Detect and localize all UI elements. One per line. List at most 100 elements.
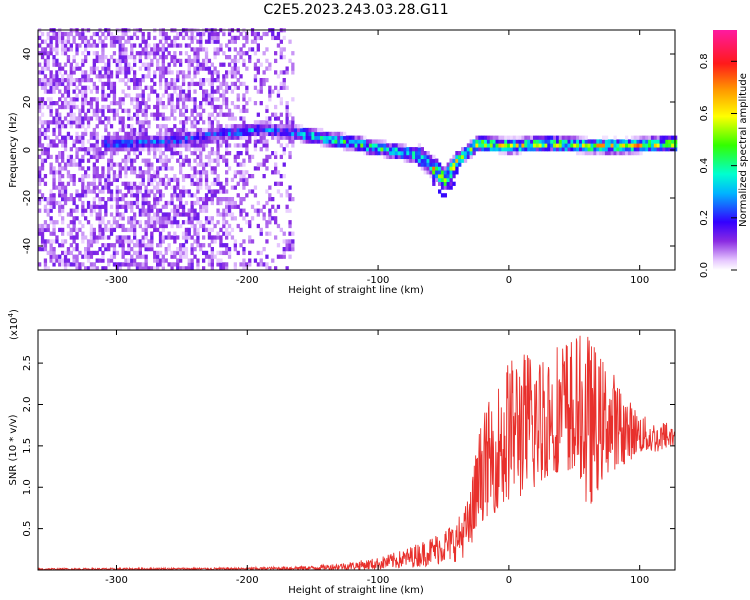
spectrogram-cell [86, 250, 91, 256]
spectrogram-cell [225, 70, 229, 75]
spectrogram-cell [268, 266, 272, 271]
spectrogram-cell [475, 135, 479, 140]
spectrogram-cell [84, 74, 88, 79]
spectrogram-cell [274, 35, 278, 41]
spectrogram-cell [227, 85, 232, 90]
spectrogram-cell [156, 139, 160, 144]
spectrogram-cell [343, 135, 347, 140]
spectrogram-cell [92, 97, 96, 102]
spectrogram-cell [144, 131, 148, 137]
spectrogram-cell [95, 97, 99, 102]
spectrogram-cell [219, 135, 223, 140]
spectrogram-cell [164, 70, 168, 75]
spectrogram-cell [133, 151, 137, 156]
spectrogram-cell [61, 43, 65, 48]
spectrogram-cell [216, 235, 220, 240]
spectrogram-cell [282, 81, 286, 87]
spectrogram-cell [121, 235, 125, 240]
spectrogram-cell [55, 62, 59, 67]
spectrogram-cell [199, 208, 203, 213]
spectrogram-cell [49, 208, 53, 213]
spectrogram-cell [135, 174, 140, 179]
spectrogram-cell [285, 193, 289, 198]
spectrogram-cell [69, 124, 73, 129]
spectrogram-cell [121, 193, 125, 198]
spectrogram-cell [518, 139, 522, 144]
spectrogram-cell [161, 235, 165, 240]
spectrogram-cell [184, 266, 189, 271]
spectrogram-cell [61, 208, 65, 213]
spectrogram-cell [121, 262, 125, 267]
spectrogram-cell [89, 243, 94, 248]
spectrogram-cell [107, 116, 111, 121]
spectrogram-cell [285, 104, 289, 110]
spectrogram-cell [161, 35, 165, 41]
spectrogram-cell [391, 143, 396, 148]
spectrogram-cell [619, 143, 623, 148]
spectrogram-cell [118, 66, 122, 71]
spectrogram-cell [599, 143, 603, 148]
spectrogram-cell [184, 51, 189, 56]
spectrogram-cell [233, 204, 237, 209]
spectrogram-cell [227, 151, 232, 156]
spectrogram-cell [55, 239, 59, 244]
spectrogram-cell [170, 108, 174, 113]
spectrogram-cell [196, 197, 200, 202]
spectrogram-cell [415, 154, 419, 160]
spectrogram-cell [124, 181, 128, 186]
spectrogram-cell [81, 239, 85, 244]
spectrogram-cell [92, 266, 96, 271]
spectrogram-cell [66, 112, 71, 117]
spectrogram-cell [81, 135, 85, 140]
spectrogram-cell [43, 131, 48, 137]
spectrogram-cell [276, 181, 281, 186]
spectrogram-cell [219, 250, 223, 256]
spectrogram-cell [61, 220, 65, 225]
spectrogram-cell [133, 193, 137, 198]
spectrogram-cell [199, 47, 203, 52]
spectrogram-cell [86, 254, 91, 259]
spectrogram-cell [412, 154, 416, 160]
spectrogram-cell [150, 143, 154, 148]
spectrogram-cell [63, 39, 68, 44]
spectrogram-cell [320, 127, 324, 133]
spectrogram-cell [507, 143, 511, 148]
spectrogram-cell [89, 104, 94, 110]
spectrogram-cell [193, 231, 197, 236]
spectrogram-cell [112, 220, 117, 225]
spectrogram-cell [156, 135, 160, 140]
spectrogram-cell [179, 170, 183, 175]
spectrogram-cell [581, 151, 586, 156]
spectrogram-cell [360, 135, 364, 140]
spectrogram-cell [92, 135, 96, 140]
spectrogram-cell [236, 85, 240, 90]
spectrogram-cell [668, 135, 672, 140]
spectrogram-cell [173, 216, 177, 221]
spectrogram-cell [622, 139, 626, 144]
spectrogram-cell [167, 43, 171, 48]
spectrogram-cell [63, 124, 68, 129]
spectrogram-cell [121, 35, 125, 41]
spectrogram-cell [78, 108, 82, 113]
spectrogram-cell [236, 104, 240, 110]
spectrogram-cell [98, 55, 102, 60]
spectrogram-cell [118, 243, 122, 248]
spectrogram-cell [262, 143, 266, 148]
spectrogram-cell [233, 35, 237, 41]
spectrogram-cell [325, 139, 330, 144]
spectrogram-cell [164, 55, 168, 60]
spectrogram-cell [225, 170, 229, 175]
spectrogram-cell [158, 208, 163, 213]
spectrogram-cell [63, 262, 68, 267]
spectrogram-cell [366, 143, 370, 148]
spectrogram-cell [167, 166, 171, 171]
spectrogram-cell [334, 135, 338, 140]
spectrogram-cell [176, 223, 180, 229]
spectrogram-cell [95, 112, 99, 117]
spectrogram-cell [138, 262, 142, 267]
spectrogram-cell [213, 139, 217, 144]
spectrogram-cell [75, 85, 79, 90]
spectrogram-cell [81, 193, 85, 198]
spectrogram-cell [210, 181, 214, 186]
spectrogram-cell [164, 174, 168, 179]
